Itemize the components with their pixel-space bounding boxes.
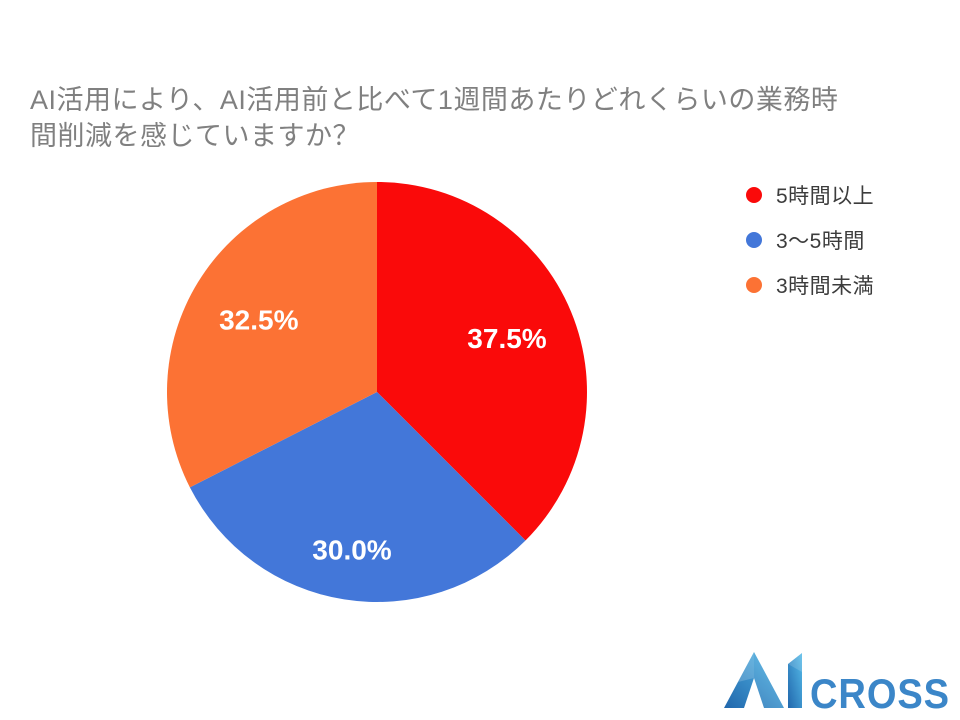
legend-item-2: 3〜5時間 (746, 217, 874, 262)
pie-chart: 37.5% 30.0% 32.5% (167, 182, 587, 602)
pie-chart-svg: 37.5% 30.0% 32.5% (167, 182, 587, 602)
legend-item-1: 5時間以上 (746, 172, 874, 217)
legend-dot-icon (746, 231, 762, 248)
legend-label: 3時間未満 (776, 274, 875, 298)
legend-dot-icon (746, 186, 762, 203)
pie-slice-3 (167, 182, 377, 488)
logo-ai-glyph (724, 652, 802, 708)
pie-slice-1 (377, 182, 587, 541)
pie-slice-label-2: 30.0% (312, 534, 391, 565)
legend-label: 3〜5時間 (776, 229, 865, 253)
chart-title: AI活用により、AI活用前と比べて1週間あたりどれくらいの業務時 間削減を感じて… (30, 85, 839, 151)
pie-slice-2 (189, 392, 526, 602)
ai-cross-logo: CROSS (724, 652, 956, 710)
legend-label: 5時間以上 (776, 184, 875, 208)
pie-slice-label-1: 37.5% (467, 323, 546, 354)
logo-cross-text: CROSS (810, 670, 950, 710)
legend-item-3: 3時間未満 (746, 262, 874, 307)
legend-dot-icon (746, 276, 762, 293)
pie-slice-label-3: 32.5% (219, 304, 298, 335)
legend: 5時間以上 3〜5時間 3時間未満 (746, 172, 874, 307)
